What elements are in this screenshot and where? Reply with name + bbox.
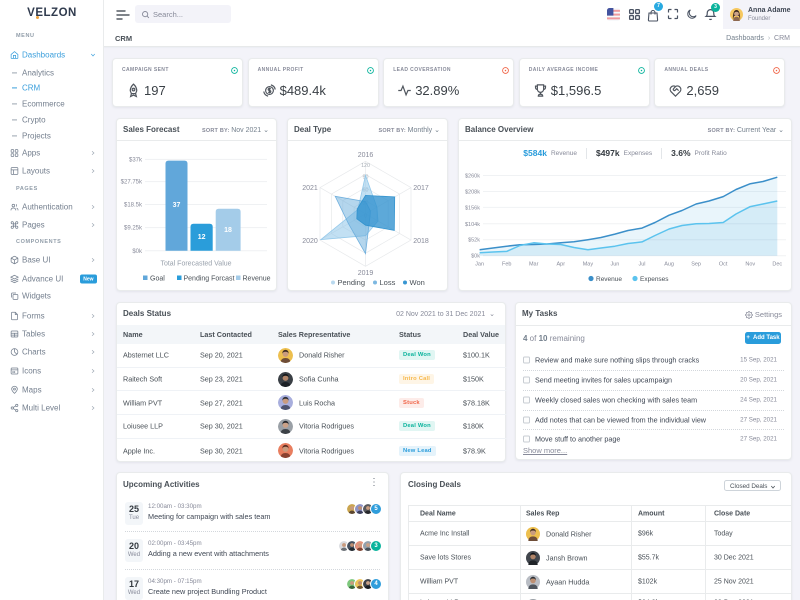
- svg-text:$156k: $156k: [465, 205, 480, 211]
- svg-text:Jun: Jun: [610, 262, 619, 268]
- svg-text:120: 120: [361, 163, 370, 169]
- svg-text:$52k: $52k: [468, 238, 480, 244]
- svg-text:$104k: $104k: [465, 222, 480, 228]
- svg-text:Jul: Jul: [638, 262, 645, 268]
- svg-text:2021: 2021: [302, 185, 318, 192]
- svg-text:37: 37: [173, 202, 181, 209]
- svg-text:$208k: $208k: [465, 190, 480, 196]
- svg-text:Aug: Aug: [664, 262, 674, 268]
- svg-text:2016: 2016: [358, 152, 374, 159]
- svg-text:$0k: $0k: [471, 254, 480, 260]
- svg-text:Apr: Apr: [557, 262, 566, 268]
- svg-text:Jan: Jan: [475, 262, 484, 268]
- svg-text:2017: 2017: [413, 185, 429, 192]
- svg-text:Revenue: Revenue: [243, 275, 271, 282]
- svg-text:Goal: Goal: [150, 275, 165, 282]
- svg-text:18: 18: [224, 227, 232, 234]
- svg-text:Total Forecasted Value: Total Forecasted Value: [160, 261, 231, 268]
- svg-text:May: May: [583, 262, 594, 268]
- svg-text:Loss: Loss: [380, 278, 396, 287]
- svg-text:Sep: Sep: [691, 262, 701, 268]
- svg-text:$9.25k: $9.25k: [124, 226, 143, 232]
- svg-text:Oct: Oct: [719, 262, 728, 268]
- svg-text:Feb: Feb: [502, 262, 511, 268]
- svg-text:Expenses: Expenses: [640, 276, 669, 283]
- svg-text:Mar: Mar: [529, 262, 539, 268]
- svg-text:2020: 2020: [302, 238, 318, 245]
- svg-text:$260k: $260k: [465, 174, 480, 180]
- svg-text:Pending Forcast: Pending Forcast: [184, 275, 235, 282]
- svg-text:$0k: $0k: [132, 249, 143, 255]
- svg-text:$37k: $37k: [129, 158, 143, 164]
- svg-text:2018: 2018: [413, 238, 429, 245]
- svg-text:Nov: Nov: [745, 262, 755, 268]
- svg-text:Dec: Dec: [772, 262, 782, 268]
- svg-text:12: 12: [198, 234, 206, 241]
- svg-text:$27.75k: $27.75k: [121, 180, 143, 186]
- svg-text:Pending: Pending: [338, 278, 366, 287]
- svg-text:Revenue: Revenue: [596, 276, 622, 283]
- svg-text:2019: 2019: [358, 270, 374, 277]
- svg-text:$18.5k: $18.5k: [124, 203, 143, 209]
- svg-text:Won: Won: [410, 278, 425, 287]
